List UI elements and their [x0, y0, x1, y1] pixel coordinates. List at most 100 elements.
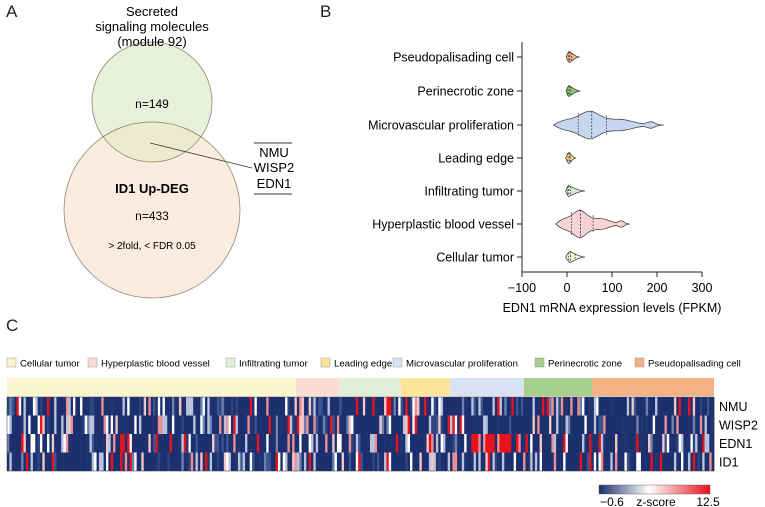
heatmap-cell — [369, 415, 373, 434]
heatmap-cell — [292, 415, 295, 434]
heatmap-cell — [233, 452, 236, 471]
violin-category-label: Hyperplastic blood vessel — [372, 218, 514, 232]
heatmap-cell — [77, 415, 81, 434]
heatmap-cell — [695, 452, 698, 471]
heatmap-cell — [516, 434, 519, 453]
heatmap-cell — [122, 397, 126, 416]
heatmap-cell — [129, 415, 133, 434]
heatmap-cell — [303, 415, 307, 434]
heatmap-cell — [341, 434, 345, 453]
heatmap-cell — [374, 434, 378, 453]
heatmap-cell — [652, 452, 656, 471]
violin-category-label: Cellular tumor — [436, 251, 514, 265]
heatmap-cell — [629, 452, 632, 471]
heatmap-cell — [61, 434, 64, 453]
heatmap-cell — [468, 434, 472, 453]
heatmap-cell — [153, 452, 156, 471]
heatmap-cell — [471, 452, 474, 471]
heatmap-cell — [11, 434, 15, 453]
heatmap-cell — [683, 434, 687, 453]
heatmap-cell — [49, 434, 53, 453]
heatmap-cell — [212, 434, 215, 453]
heatmap-cell — [49, 397, 53, 416]
heatmap-cell — [96, 397, 100, 416]
heatmap-cell — [108, 397, 111, 416]
heatmap-cell — [464, 397, 467, 416]
heatmap-cell — [94, 415, 97, 434]
heatmap-cell — [58, 397, 62, 416]
heatmap-cell — [54, 452, 57, 471]
heatmap-cell — [289, 397, 293, 416]
heatmap-cell — [16, 434, 20, 453]
heatmap-cell — [7, 434, 10, 453]
heatmap-cell — [39, 452, 43, 471]
heatmap-cell — [115, 397, 119, 416]
heatmap-cell — [412, 415, 416, 434]
heatmap-cell — [68, 397, 71, 416]
heatmap-cell — [245, 434, 248, 453]
heatmap-cell — [659, 434, 663, 453]
heatmap-cell — [487, 434, 491, 453]
heatmap-cell — [270, 434, 274, 453]
heatmap-cell — [435, 397, 439, 416]
heatmap-cell — [278, 415, 281, 434]
heatmap-cell — [226, 397, 229, 416]
heatmap-cell — [523, 397, 526, 416]
heatmap-cell — [629, 434, 632, 453]
heatmap-cell — [63, 434, 67, 453]
heatmap-cell — [452, 397, 456, 416]
heatmap-cell — [393, 415, 397, 434]
heatmap-cell — [252, 397, 255, 416]
heatmap-cell — [280, 415, 284, 434]
heatmap-cell — [141, 434, 144, 453]
heatmap-cell — [457, 434, 460, 453]
heatmap-cell — [518, 452, 522, 471]
heatmap-cell — [556, 452, 559, 471]
heatmap-cell — [640, 434, 644, 453]
heatmap-cell — [379, 452, 383, 471]
heatmap-cell — [697, 434, 701, 453]
heatmap-cell — [195, 452, 199, 471]
heatmap-cell — [334, 452, 338, 471]
heatmap-cell — [633, 397, 637, 416]
heatmap-cell — [466, 397, 470, 416]
heatmap-cell — [405, 415, 408, 434]
heatmap-cell — [591, 415, 595, 434]
heatmap-cell — [77, 434, 81, 453]
heatmap-cell — [706, 452, 710, 471]
heatmap-cell — [261, 415, 265, 434]
heatmap-cell — [37, 434, 41, 453]
heatmap-cell — [563, 434, 566, 453]
heatmap-cell — [490, 434, 493, 453]
heatmap-cell — [565, 397, 569, 416]
colorbar-title: z-score — [636, 495, 676, 507]
panel-label-b: B — [320, 2, 332, 21]
violin-category-label: Infiltrating tumor — [424, 185, 514, 199]
heatmap-cell — [89, 452, 93, 471]
heatmap-cell — [704, 415, 708, 434]
heatmap-cell — [450, 415, 453, 434]
heatmap-cell — [186, 415, 189, 434]
heatmap-cell — [259, 434, 262, 453]
heatmap-cell — [287, 434, 291, 453]
heatmap-cell — [322, 397, 326, 416]
heatmap-cell — [89, 415, 93, 434]
heatmap-cell — [44, 434, 48, 453]
violin-x-tick-label: 200 — [647, 281, 668, 295]
heatmap-cell — [384, 415, 387, 434]
heatmap-cell — [242, 415, 246, 434]
heatmap-cell — [532, 452, 536, 471]
heatmap-cell — [369, 434, 373, 453]
heatmap-cell — [622, 415, 625, 434]
heatmap-row-label: NMU — [719, 400, 747, 414]
group-bar — [338, 378, 401, 396]
heatmap-cell — [612, 434, 616, 453]
heatmap-cell — [261, 397, 265, 416]
heatmap-cell — [360, 434, 364, 453]
heatmap-cell — [150, 452, 154, 471]
heatmap-cell — [329, 434, 333, 453]
heatmap-cell — [127, 415, 130, 434]
heatmap-cell — [348, 415, 352, 434]
heatmap-cell — [268, 434, 272, 453]
heatmap-cell — [457, 415, 460, 434]
